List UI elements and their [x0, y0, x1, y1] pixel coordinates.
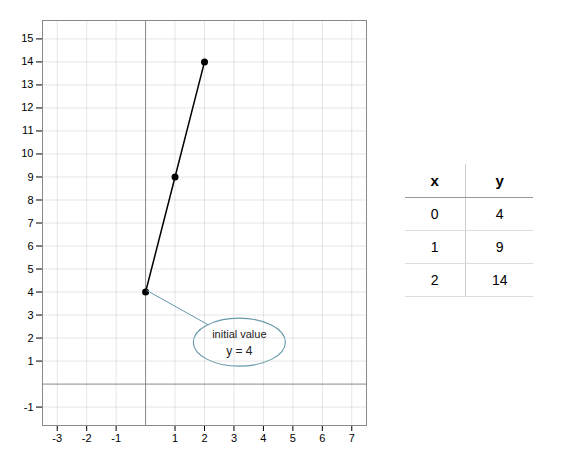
html-text:x: x [430, 172, 439, 189]
svg-text:14: 14 [21, 55, 33, 67]
svg-text:7: 7 [349, 432, 355, 444]
svg-text:3: 3 [231, 432, 237, 444]
svg-text:5: 5 [27, 263, 33, 275]
html-text:4: 4 [495, 206, 504, 222]
html-text:y: y [495, 172, 504, 189]
svg-text:11: 11 [22, 124, 33, 136]
svg-text:12: 12 [21, 101, 33, 113]
svg-text:8: 8 [27, 194, 33, 206]
html-text:0: 0 [430, 206, 439, 222]
svg-text:-1: -1 [24, 401, 34, 413]
svg-text:initial value: initial value [212, 328, 266, 340]
svg-text:5: 5 [290, 432, 296, 444]
html-text:2: 2 [430, 272, 439, 288]
html-text:9: 9 [495, 239, 504, 255]
svg-text:7: 7 [27, 217, 33, 229]
svg-text:-3: -3 [52, 432, 62, 444]
svg-text:y = 4: y = 4 [226, 344, 253, 358]
svg-text:4: 4 [260, 432, 266, 444]
svg-text:1: 1 [172, 432, 178, 444]
html-text:14: 14 [491, 272, 508, 288]
html-text:1: 1 [430, 239, 439, 255]
svg-text:10: 10 [21, 147, 33, 159]
svg-text:3: 3 [27, 309, 33, 321]
svg-text:4: 4 [27, 286, 33, 298]
svg-text:1: 1 [27, 355, 33, 367]
svg-text:2: 2 [27, 332, 33, 344]
svg-text:-1: -1 [111, 432, 121, 444]
svg-text:13: 13 [21, 78, 33, 90]
svg-text:2: 2 [201, 432, 207, 444]
svg-text:15: 15 [21, 32, 33, 44]
svg-text:6: 6 [319, 432, 325, 444]
svg-text:-2: -2 [82, 432, 92, 444]
svg-text:9: 9 [27, 170, 33, 182]
svg-text:6: 6 [27, 240, 33, 252]
